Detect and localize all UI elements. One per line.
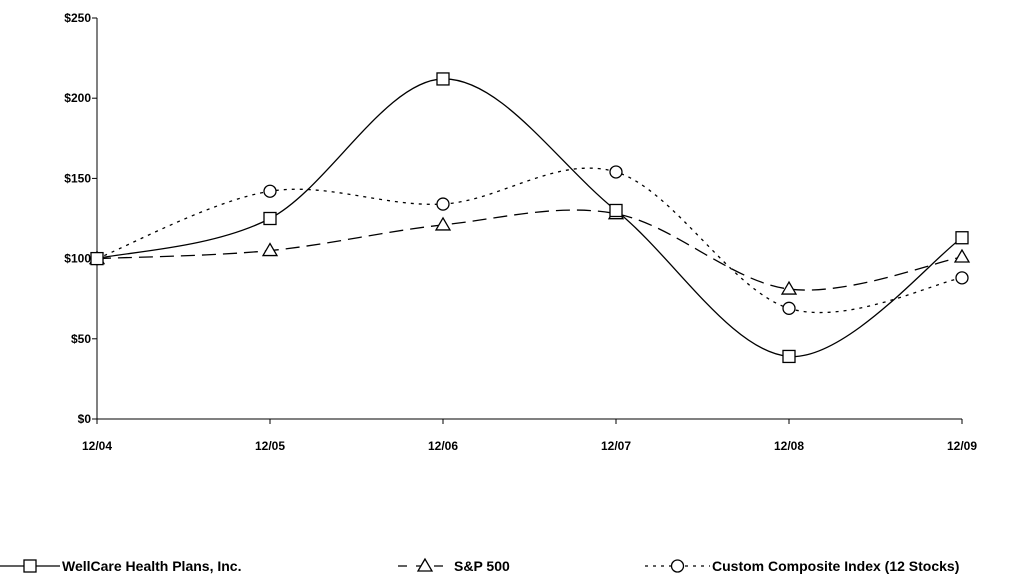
circle-marker [783,302,795,314]
y-tick-label: $0 [78,412,92,426]
series-line-square [97,79,962,357]
y-tick-label: $200 [64,91,91,105]
y-tick-label: $50 [71,332,91,346]
series-markers [90,73,969,362]
y-tick-label: $100 [64,252,91,266]
series-lines [97,79,962,357]
legend-circle-icon [672,560,684,572]
triangle-marker [436,218,450,230]
legend-label: Custom Composite Index (12 Stocks) [712,558,959,574]
legend-square-icon [24,560,36,572]
legend-label: S&P 500 [454,558,510,574]
circle-marker [956,272,968,284]
legend: WellCare Health Plans, Inc. S&P 500 Custom… [0,558,959,574]
circle-marker [264,185,276,197]
series-line-triangle [97,210,962,290]
y-tick-label: $150 [64,171,91,185]
circle-marker [610,166,622,178]
square-marker [783,350,795,362]
square-marker [91,253,103,265]
legend-item-2: S&P 500 [398,558,510,574]
x-tick-label: 12/09 [947,439,977,453]
x-tick-label: 12/05 [255,439,285,453]
legend-item-1: WellCare Health Plans, Inc. [0,558,241,574]
legend-item-3: Custom Composite Index (12 Stocks) [645,558,959,574]
x-tick-label: 12/08 [774,439,804,453]
triangle-marker [782,282,796,294]
series-line-circle [97,168,962,312]
circle-marker [437,198,449,210]
square-marker [264,213,276,225]
square-marker [437,73,449,85]
triangle-marker [955,250,969,262]
square-marker [610,204,622,216]
legend-label: WellCare Health Plans, Inc. [62,558,241,574]
x-tick-label: 12/07 [601,439,631,453]
y-tick-label: $250 [64,11,91,25]
x-tick-label: 12/04 [82,439,112,453]
x-tick-label: 12/06 [428,439,458,453]
axes: $0 $50 $100 $150 $200 $250 12/04 12/05 12/06 12/0… [64,11,977,453]
square-marker [956,232,968,244]
legend-triangle-icon [418,559,432,571]
